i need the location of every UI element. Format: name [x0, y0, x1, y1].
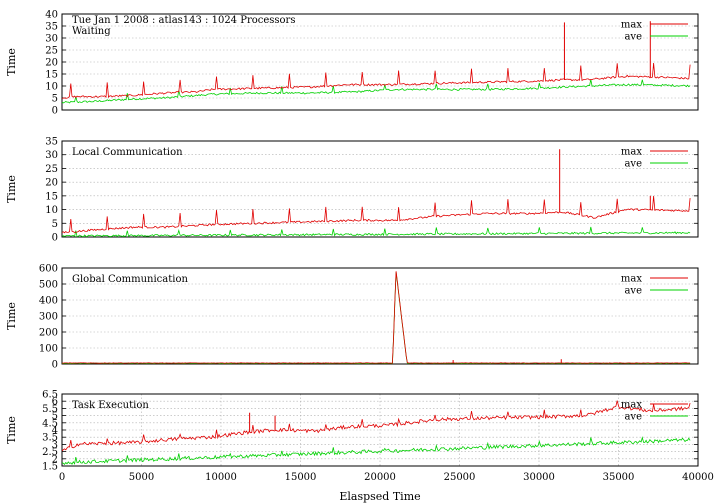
y-axis-label: Time	[5, 48, 18, 76]
x-tick-label: 40000	[682, 472, 714, 483]
y-tick-label: 0	[52, 233, 58, 244]
y-tick-label: 15	[45, 70, 58, 81]
plot-frame	[61, 393, 699, 467]
y-tick-label: 6.5	[42, 390, 58, 401]
y-tick-label: 25	[45, 164, 58, 175]
y-tick-label: 20	[45, 178, 58, 189]
legend-label-max: max	[621, 274, 642, 285]
plot-frame	[61, 140, 699, 238]
y-tick-label: 30	[45, 34, 58, 45]
x-tick-label: 10000	[205, 472, 237, 483]
x-tick-label: 0	[59, 472, 65, 483]
series-ave-line	[62, 226, 691, 237]
y-tick-label: 15	[45, 191, 58, 202]
x-tick-label: 35000	[603, 472, 635, 483]
chart-panel-4: 1.522.533.544.555.566.5 0 5000 10000 15000 20…	[5, 390, 714, 484]
legend-label-max: max	[621, 400, 642, 411]
figure-header: Tue Jan 1 2008 : atlas143 : 1024 Process…	[72, 15, 295, 26]
y-tick-label: 25	[45, 46, 58, 57]
x-tick-label: 5000	[129, 472, 154, 483]
y-tick-label: 2	[52, 454, 58, 465]
chart-panel-3: 0 100 200 300 400 500 600 Global Communication T…	[5, 264, 699, 371]
panel-title: Local Communication	[72, 147, 183, 158]
series-max-line	[62, 400, 691, 452]
x-tick-label: 25000	[444, 472, 476, 483]
y-tick-label: 200	[39, 328, 58, 339]
y-tick-label: 35	[45, 22, 58, 33]
y-tick-label: 6	[52, 397, 58, 408]
series-ave-line	[62, 272, 691, 364]
x-tick-label: 20000	[364, 472, 396, 483]
y-tick-label: 2.5	[42, 447, 58, 458]
y-tick-label: 0	[52, 106, 58, 117]
panel-title: Waiting	[72, 26, 111, 37]
x-axis-label: Elaspsed Time	[339, 490, 420, 503]
series-max-line	[62, 271, 691, 364]
legend-label-max: max	[621, 20, 642, 31]
y-tick-label: 600	[39, 264, 58, 275]
panel-title: Global Communication	[72, 274, 188, 285]
y-tick-label: 40	[45, 10, 58, 21]
series-max-line	[62, 195, 691, 234]
y-tick-label: 0	[52, 360, 58, 371]
y-tick-label: 20	[45, 58, 58, 69]
y-tick-label: 5	[52, 219, 58, 230]
y-tick-label: 5.5	[42, 404, 58, 415]
legend-label-ave: ave	[624, 159, 642, 170]
legend-label-max: max	[621, 147, 642, 158]
y-tick-label: 400	[39, 296, 58, 307]
y-axis-label: Time	[5, 302, 18, 330]
y-tick-label: 300	[39, 312, 58, 323]
legend-label-ave: ave	[624, 32, 642, 43]
y-tick-label: 10	[45, 205, 58, 216]
y-tick-label: 500	[39, 280, 58, 291]
y-tick-label: 30	[45, 150, 58, 161]
y-tick-label: 4	[52, 426, 58, 437]
y-tick-label: 1.5	[42, 462, 58, 473]
series-max-line	[62, 62, 691, 100]
legend-label-ave: ave	[624, 286, 642, 297]
y-tick-label: 100	[39, 344, 58, 355]
series-ave-line	[62, 79, 691, 104]
plot-frame	[61, 267, 699, 365]
y-tick-label: 3.5	[42, 433, 58, 444]
x-tick-label: 30000	[523, 472, 555, 483]
y-tick-label: 4.5	[42, 418, 58, 429]
y-tick-label: 10	[45, 82, 58, 93]
series-ave-line	[62, 436, 691, 466]
y-tick-label: 35	[45, 137, 58, 148]
plot-frame	[61, 13, 699, 111]
chart-panel-2: 0 5 10 15 20 25 30 35 Local Communication Time max…	[5, 137, 699, 244]
y-axis-label: Time	[5, 416, 18, 444]
y-tick-label: 5	[52, 94, 58, 105]
panel-title: Task Execution	[72, 400, 149, 411]
y-tick-label: 5	[52, 411, 58, 422]
y-axis-label: Time	[5, 175, 18, 203]
y-tick-label: 3	[52, 440, 58, 451]
x-tick-label: 15000	[285, 472, 317, 483]
legend-label-ave: ave	[624, 412, 642, 423]
